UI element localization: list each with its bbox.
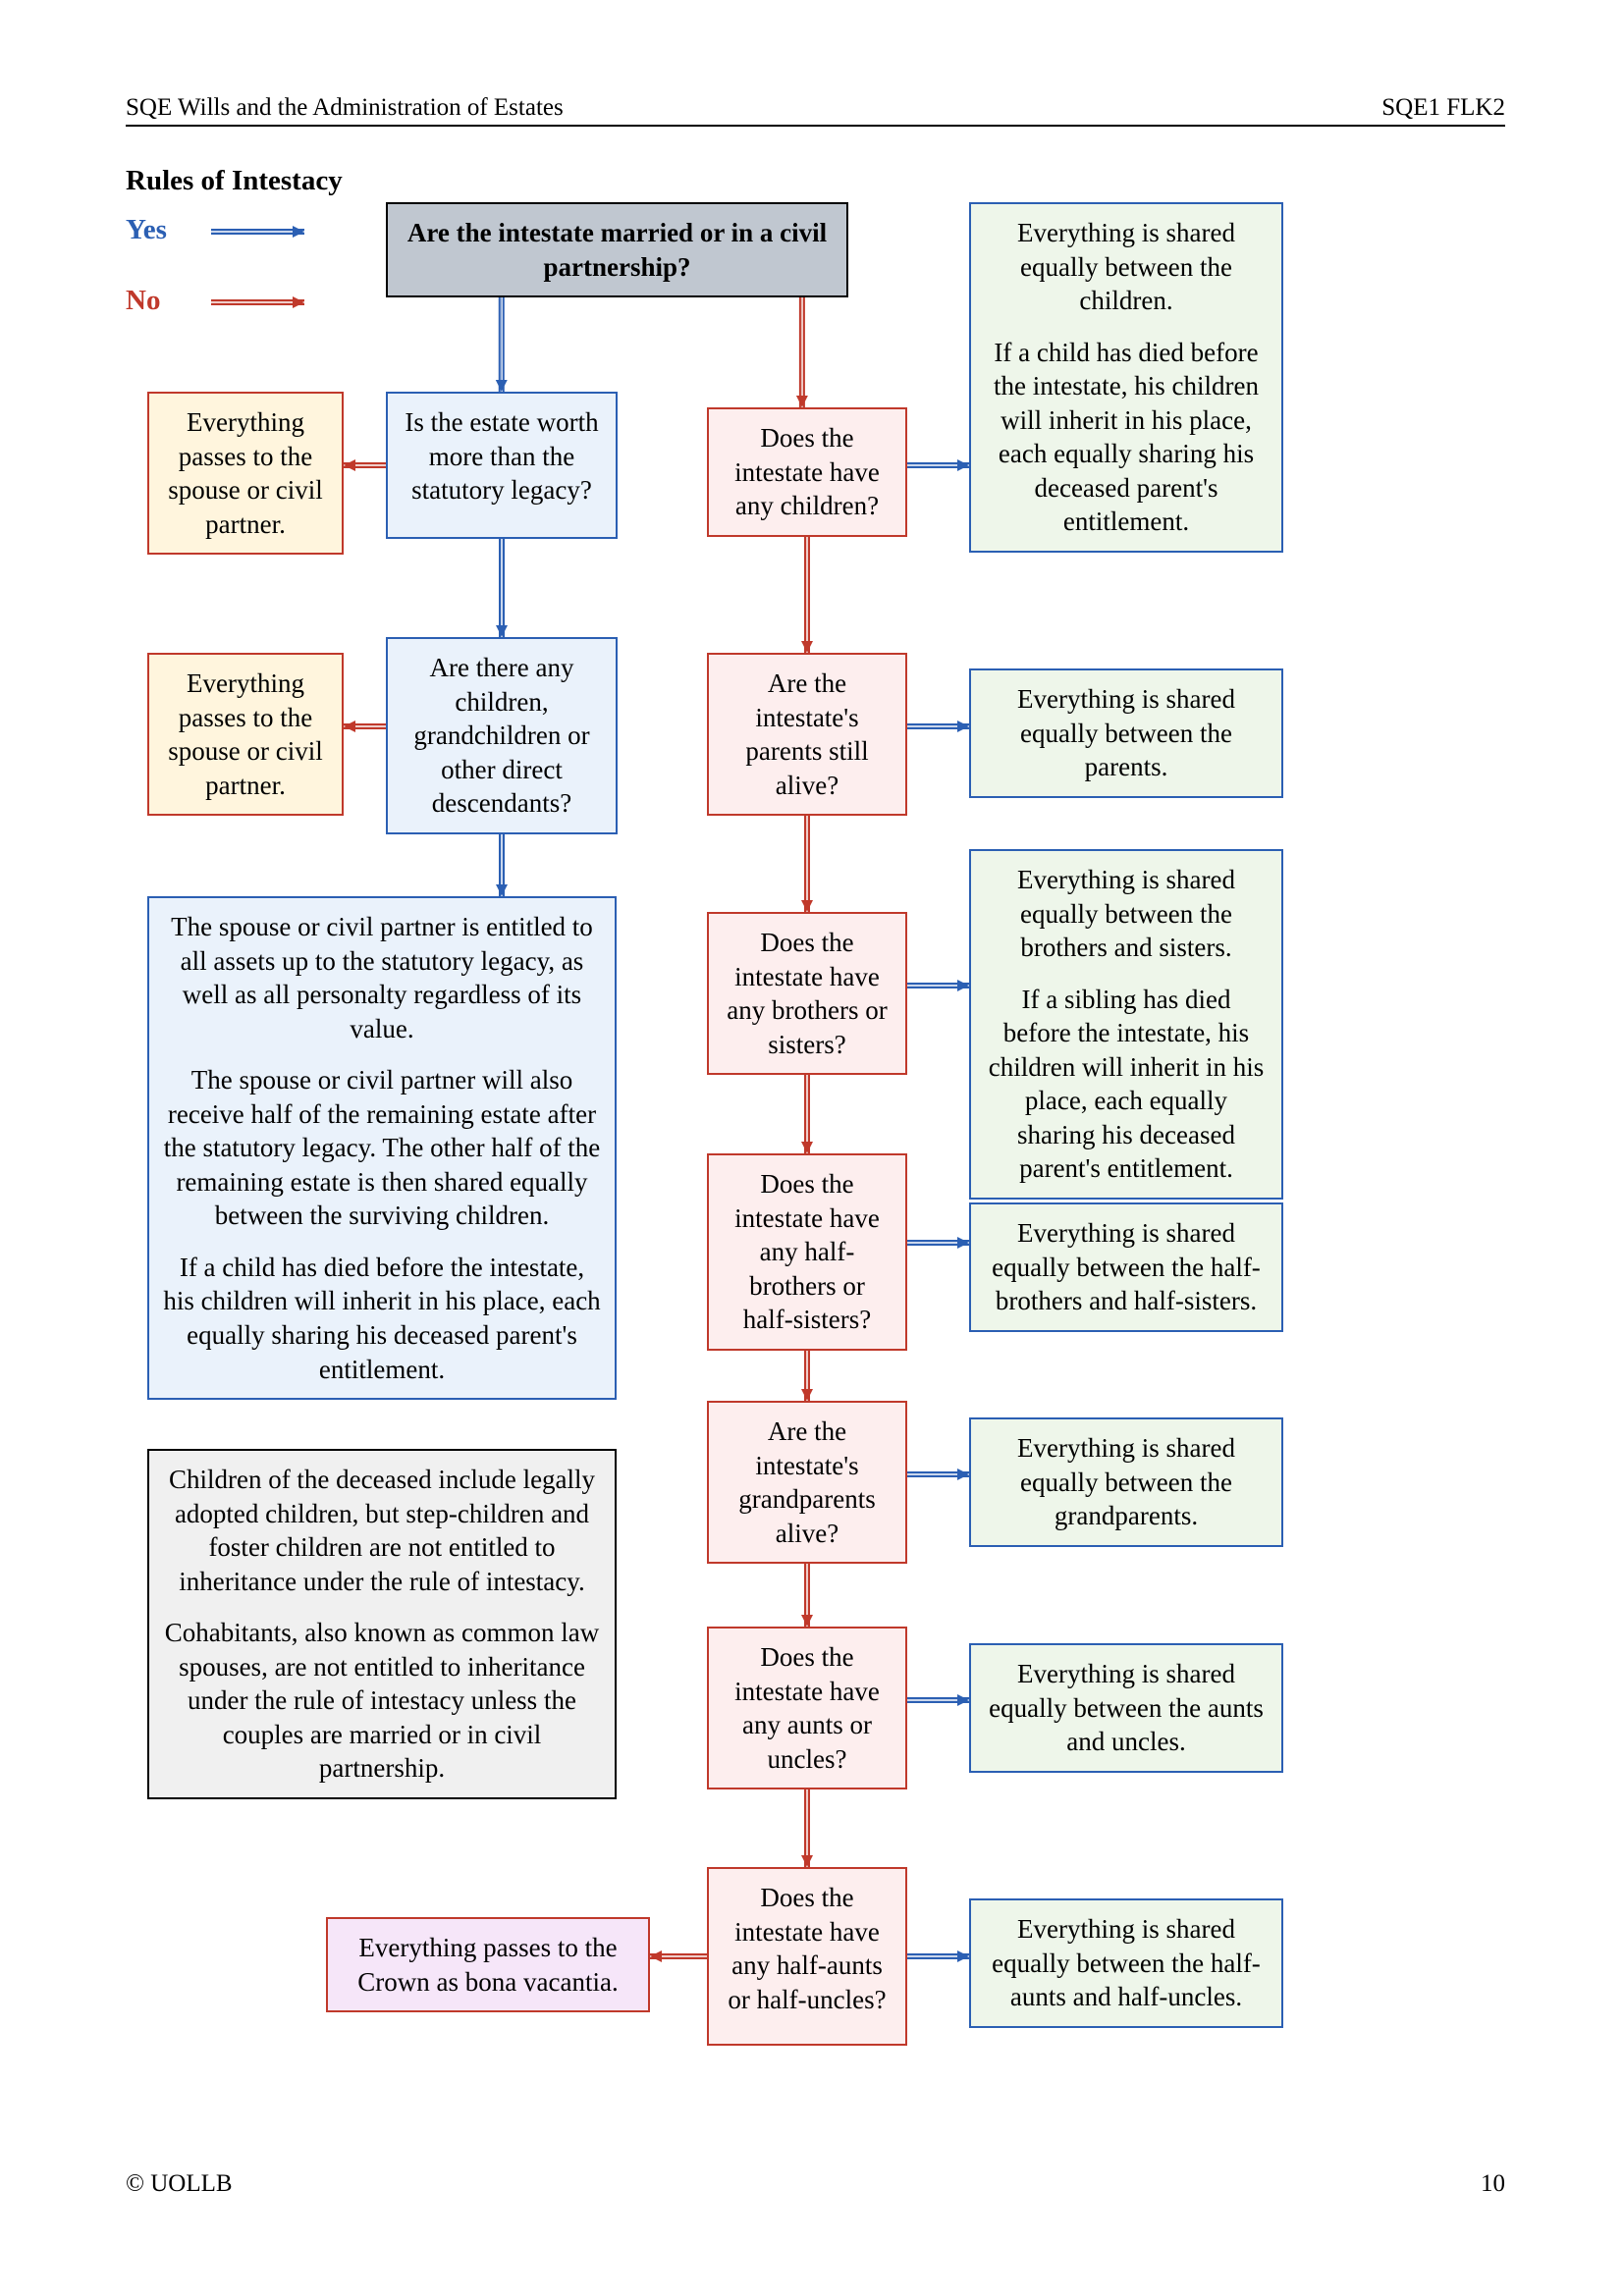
flow-node-outHalfSib: Everything is shared equally between the… bbox=[969, 1202, 1283, 1332]
flow-node-halfAunts: Does the intestate have any half-aunts o… bbox=[707, 1867, 907, 2046]
flow-node-spouse1: Everything passes to the spouse or civil… bbox=[147, 392, 344, 555]
flow-node-bonaVacantia: Everything passes to the Crown as bona v… bbox=[326, 1917, 650, 2012]
footer-right: 10 bbox=[1481, 2170, 1505, 2198]
flow-node-outAunts: Everything is shared equally between the… bbox=[969, 1643, 1283, 1773]
footer-left: © UOLLB bbox=[126, 2170, 233, 2198]
header-left: SQE Wills and the Administration of Esta… bbox=[126, 94, 564, 121]
header-right: SQE1 FLK2 bbox=[1381, 94, 1505, 122]
flow-node-haveChildren: Does the intestate have any children? bbox=[707, 407, 907, 537]
flow-node-outHalfAunts: Everything is shared equally between the… bbox=[969, 1898, 1283, 2028]
flow-node-grandparents: Are the intestate's grandparents alive? bbox=[707, 1401, 907, 1564]
flow-node-start: Are the intestate married or in a civil … bbox=[386, 202, 848, 297]
flow-node-notesGrey: Children of the deceased include legally… bbox=[147, 1449, 617, 1799]
flow-node-siblings: Does the intestate have any brothers or … bbox=[707, 912, 907, 1075]
legend-yes-label: Yes bbox=[126, 214, 167, 246]
flow-node-outGrand: Everything is shared equally between the… bbox=[969, 1417, 1283, 1547]
flow-node-outSiblings: Everything is shared equally between the… bbox=[969, 849, 1283, 1200]
flow-node-estateWorth: Is the estate worth more than the statut… bbox=[386, 392, 618, 539]
page-title: Rules of Intestacy bbox=[126, 165, 343, 197]
legend-no-label: No bbox=[126, 285, 160, 317]
flow-node-outParents: Everything is shared equally between the… bbox=[969, 668, 1283, 798]
page-header: SQE Wills and the Administration of Esta… bbox=[126, 94, 1505, 127]
flow-node-auntsUncles: Does the intestate have any aunts or unc… bbox=[707, 1627, 907, 1789]
flow-node-outChildren: Everything is shared equally between the… bbox=[969, 202, 1283, 553]
flow-node-halfSiblings: Does the intestate have any half-brother… bbox=[707, 1153, 907, 1351]
flow-node-spouseDetail: The spouse or civil partner is entitled … bbox=[147, 896, 617, 1400]
page: SQE Wills and the Administration of Esta… bbox=[0, 0, 1623, 2296]
flow-node-anyChildrenLeft: Are there any children, grandchildren or… bbox=[386, 637, 618, 834]
flow-node-spouse2: Everything passes to the spouse or civil… bbox=[147, 653, 344, 816]
flow-node-parentsAlive: Are the intestate's parents still alive? bbox=[707, 653, 907, 816]
